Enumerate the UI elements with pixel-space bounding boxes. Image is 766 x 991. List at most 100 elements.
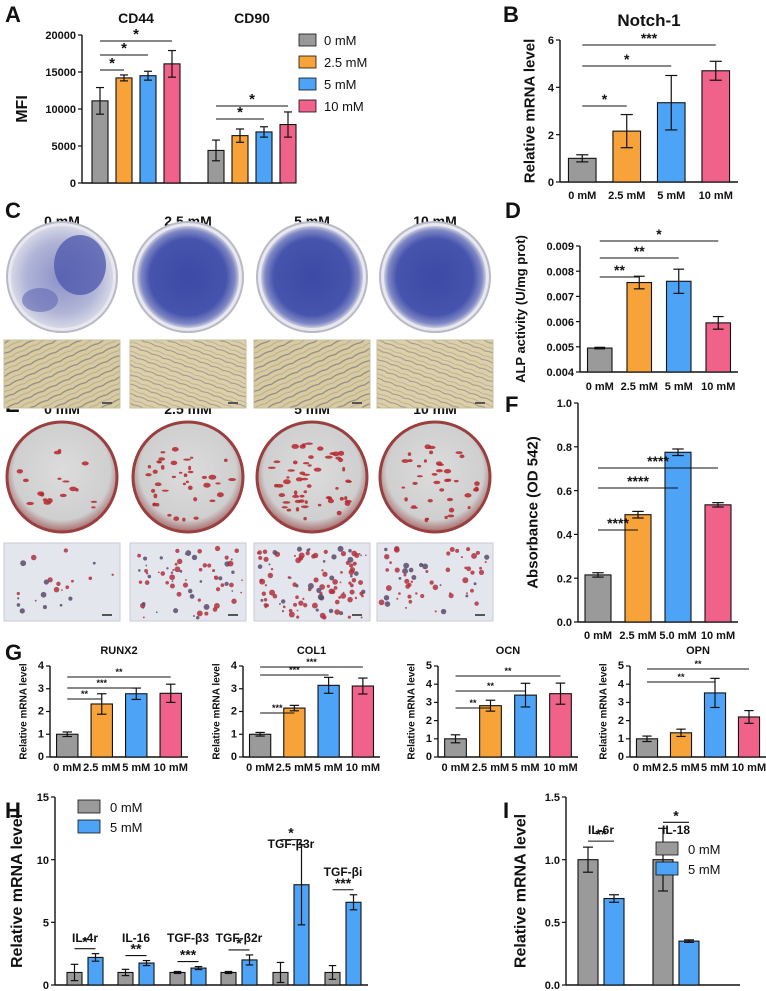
mineral-dot: [408, 567, 414, 573]
y-tick-label: 0.0: [557, 617, 572, 629]
mineral-dot: [322, 571, 328, 577]
mineral-nodule: [416, 475, 423, 478]
mineral-nodule: [437, 463, 445, 467]
x-tick-label: 2.5 mM: [662, 762, 699, 774]
mineral-nodule: [153, 493, 158, 499]
mineral-dot: [479, 566, 483, 570]
mineral-dot: [429, 580, 434, 585]
y-tick-label: 2: [426, 715, 432, 727]
mineral-dot: [307, 583, 314, 590]
alizarin-stain-dish: [378, 420, 492, 534]
mineral-dot: [466, 547, 471, 552]
mineral-dot: [354, 596, 358, 600]
mineral-nodule: [416, 464, 422, 468]
mineral-dot: [258, 555, 263, 560]
mineral-dot: [404, 578, 410, 584]
mineral-nodule: [407, 452, 412, 456]
mineral-dot: [349, 589, 355, 595]
bar: [138, 962, 155, 986]
micrograph-image: [3, 339, 121, 409]
chart-title: Notch-1: [617, 11, 680, 30]
mineral-nodule: [171, 447, 179, 452]
x-tick-label: 2.5 mM: [472, 762, 509, 774]
bar: [603, 897, 625, 986]
mineral-dot: [165, 581, 169, 585]
mineral-dot: [348, 548, 352, 553]
chart-D: 0.004 0.005 0.006 0.007 0.008 0.009 ALP activi…: [513, 226, 738, 393]
mineral-nodule: [160, 464, 165, 470]
mineral-dot: [231, 570, 235, 574]
dish-rim: [5, 420, 119, 534]
y-tick-label: 2: [231, 706, 237, 718]
significance-label: ***: [306, 657, 317, 667]
panel-letter-A: A: [5, 2, 21, 27]
mineral-nodule: [182, 482, 186, 486]
mineral-dot: [184, 579, 187, 581]
alp-stain-dish: [256, 221, 368, 333]
legend-label: 5 mM: [324, 77, 357, 92]
mineral-nodule: [161, 489, 169, 492]
mineral-dot: [260, 598, 264, 602]
y-axis-label: Absorbance (OD 542): [525, 436, 542, 589]
alp-micrograph: [3, 339, 121, 409]
significance-label: *: [82, 934, 88, 950]
mineral-nodule: [193, 516, 199, 520]
mineral-dot: [176, 591, 182, 597]
mineral-dot: [349, 574, 353, 578]
mineral-nodule: [16, 469, 24, 474]
mineral-dot: [448, 593, 454, 599]
mineral-dot: [259, 578, 266, 585]
mineral-nodule: [187, 485, 193, 490]
mineral-dot: [281, 599, 286, 604]
dish-stain: [384, 226, 486, 328]
scale-bar: [102, 402, 112, 404]
bar: [665, 280, 692, 373]
mineral-nodule: [304, 442, 313, 445]
mineral-dot: [455, 548, 460, 553]
mineral-nodule: [216, 492, 224, 498]
mineral-nodule: [303, 490, 308, 494]
bar: [115, 77, 133, 184]
bar: [577, 859, 599, 986]
mineral-dot: [384, 601, 391, 607]
x-tick-label: 10 mM: [701, 381, 735, 393]
legend-swatch: [77, 799, 101, 814]
significance-label: ***: [289, 665, 300, 675]
mineral-dot: [174, 562, 178, 566]
mineral-dot: [278, 602, 281, 605]
mineral-dot: [213, 575, 219, 580]
significance-label: ***: [641, 30, 658, 46]
dish-stain: [137, 226, 239, 328]
micrograph-image: [129, 339, 247, 409]
mineral-nodule: [332, 451, 340, 457]
mineral-dot: [440, 608, 447, 615]
mineral-nodule: [443, 468, 452, 474]
mineral-dot: [473, 582, 477, 586]
mineral-nodule: [448, 507, 455, 513]
alizarin-micrograph: [129, 542, 247, 622]
mineral-dot: [182, 582, 189, 588]
y-tick-label: 0.004: [546, 367, 574, 379]
mineral-nodule: [22, 478, 29, 483]
bar: [678, 940, 700, 986]
y-tick-label: 5: [618, 660, 624, 672]
mineral-nodule: [455, 451, 463, 455]
mineral-dot: [287, 576, 291, 579]
mineral-dot: [16, 591, 20, 596]
mineral-dot: [268, 563, 271, 566]
mineral-dot: [16, 603, 21, 607]
panel-letter-D: D: [505, 198, 521, 223]
mineral-dot: [281, 609, 285, 613]
mineral-dot: [329, 575, 335, 581]
mineral-dot: [328, 588, 335, 595]
x-tick-label: 5 mM: [701, 762, 729, 774]
mineral-nodule: [317, 503, 322, 507]
mineral-dot: [351, 578, 357, 583]
y-tick-label: 0: [548, 177, 554, 189]
mineral-dot: [420, 593, 425, 599]
mineral-dot: [302, 597, 305, 600]
mineral-dot: [337, 545, 344, 552]
mineral-dot: [17, 597, 20, 600]
mineral-dot: [63, 548, 69, 553]
mineral-dot: [174, 566, 181, 573]
